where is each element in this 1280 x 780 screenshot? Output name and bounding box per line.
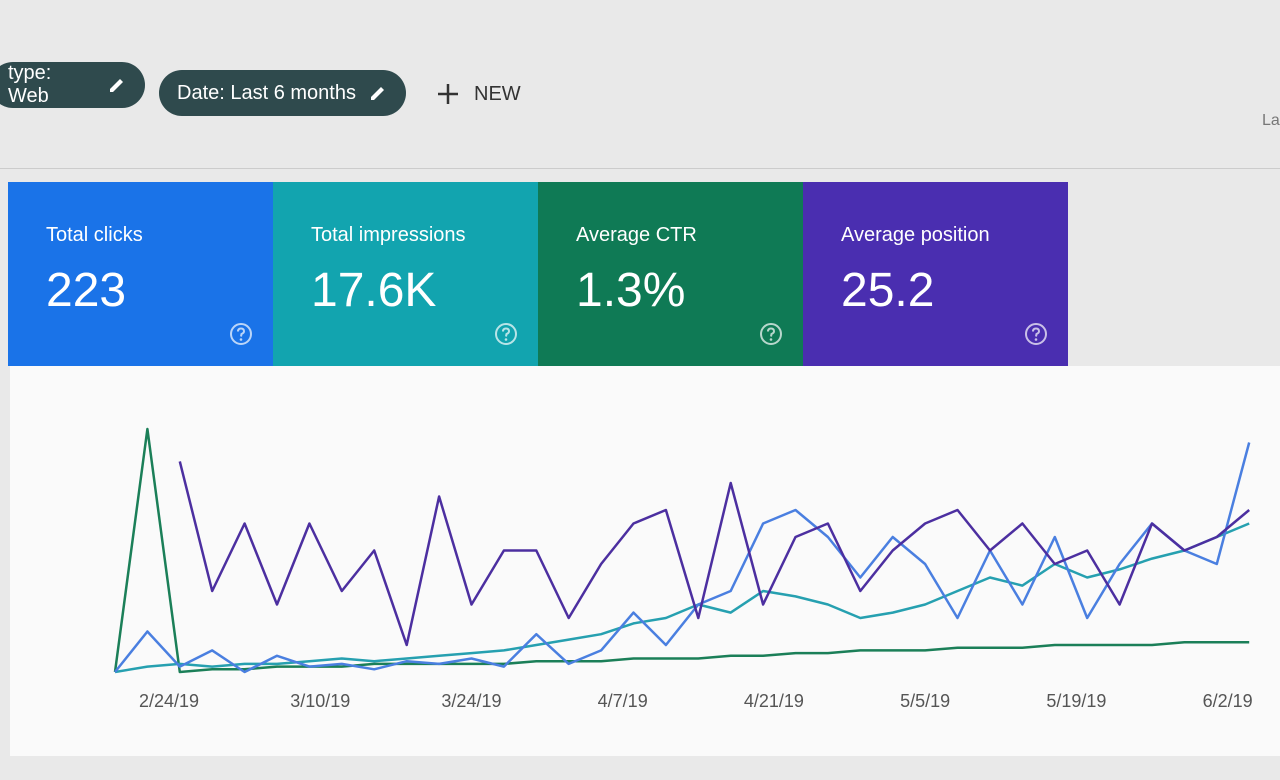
- metric-value: 17.6K: [311, 264, 437, 317]
- x-tick-label: 2/24/19: [139, 691, 199, 711]
- x-tick-label: 4/7/19: [598, 691, 648, 711]
- metric-value: 1.3%: [576, 264, 686, 317]
- help-icon[interactable]: [1024, 322, 1048, 346]
- metric-label: Total impressions: [311, 224, 466, 246]
- chart-panel: 2/24/19 3/10/19 3/24/19 4/7/19 4/21/19 5/5/19…: [10, 366, 1280, 756]
- series-line: [178, 461, 1251, 647]
- series-line: [114, 522, 1250, 674]
- new-button[interactable]: NEW: [436, 82, 521, 106]
- series-line: [114, 442, 1251, 674]
- help-icon[interactable]: [229, 322, 253, 346]
- help-icon[interactable]: [759, 322, 783, 346]
- cut-text: La: [1262, 112, 1280, 129]
- series-line: [113, 427, 1250, 674]
- metric-label: Total clicks: [46, 224, 143, 246]
- metric-cards: Total clicks 223 Total impressions 17.6K Ave…: [8, 182, 1068, 366]
- filter-chip[interactable]: type: Web: [0, 62, 145, 108]
- metric-value: 25.2: [841, 264, 935, 317]
- filter-chip[interactable]: Date: Last 6 months: [159, 70, 406, 116]
- edit-icon: [370, 87, 384, 100]
- metric-card[interactable]: Total clicks 223: [8, 182, 273, 366]
- x-tick-label: 5/5/19: [900, 691, 950, 711]
- help-icon[interactable]: [494, 322, 518, 346]
- chart: 2/24/19 3/10/19 3/24/19 4/7/19 4/21/19 5/5/19…: [113, 427, 1253, 711]
- x-tick-label: 6/2/19: [1203, 691, 1253, 711]
- edit-icon: [110, 79, 124, 92]
- x-tick-label: 3/24/19: [441, 691, 501, 711]
- metric-label: Average position: [841, 224, 990, 246]
- metric-card[interactable]: Average position 25.2: [803, 182, 1068, 366]
- metric-label: Average CTR: [576, 224, 697, 246]
- x-tick-label: 3/10/19: [290, 691, 350, 711]
- metric-value: 223: [46, 264, 127, 317]
- plus-icon: [438, 84, 458, 104]
- new-label: NEW: [474, 82, 521, 105]
- divider: [0, 168, 1280, 169]
- x-tick-label: 5/19/19: [1046, 691, 1106, 711]
- metric-card[interactable]: Average CTR 1.3%: [538, 182, 803, 366]
- chip-label: type: Web: [8, 62, 52, 107]
- x-tick-label: 4/21/19: [744, 691, 804, 711]
- metric-card[interactable]: Total impressions 17.6K: [273, 182, 538, 366]
- chip-label: Date: Last 6 months: [177, 81, 356, 104]
